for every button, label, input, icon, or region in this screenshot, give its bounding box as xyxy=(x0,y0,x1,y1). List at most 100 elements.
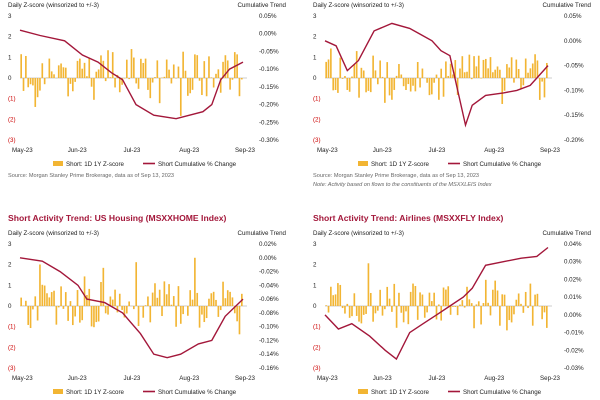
zscore-bar xyxy=(508,306,511,321)
zscore-bar xyxy=(34,296,37,306)
zscore-bar xyxy=(325,61,327,78)
left-tick-label: 2 xyxy=(313,262,317,269)
zscore-bar xyxy=(440,306,443,321)
zscore-bar xyxy=(187,78,189,96)
zscore-bar xyxy=(233,52,236,78)
chart-svg-4: 3 2 1 0 (1) (2) (3) 0.04% 0.03% 0.02% 0.01% 0.00% -0… xyxy=(313,241,584,396)
right-tick-label: -0.30% xyxy=(259,137,279,144)
legend-label: Short Cumulative % Change xyxy=(463,389,542,396)
zscore-bar xyxy=(57,306,60,308)
x-tick-label: Jul-23 xyxy=(429,147,446,154)
zscore-bar xyxy=(163,76,166,78)
zscore-bar xyxy=(482,303,485,306)
zscore-bar xyxy=(513,78,515,83)
zscore-bar xyxy=(53,290,55,306)
x-tick-label: Jul-23 xyxy=(124,375,141,382)
right-tick-label: -0.10% xyxy=(259,324,279,331)
zscore-bar xyxy=(76,290,79,306)
legend-label: Short Cumulative % Change xyxy=(158,389,237,396)
zscore-bar xyxy=(503,294,506,306)
right-tick-label: -0.02% xyxy=(564,347,584,354)
zscore-bar xyxy=(114,78,116,88)
zscore-bar xyxy=(43,285,46,306)
zscore-bar xyxy=(334,78,337,91)
zscore-bar xyxy=(353,293,356,306)
zscore-bar xyxy=(50,292,53,306)
zscore-bar xyxy=(32,306,34,310)
zscore-bar xyxy=(376,306,379,311)
chart-panel-3: Short Activity Trend: US Housing (MSXXHO… xyxy=(8,213,298,400)
zscore-bar xyxy=(456,306,459,316)
x-tick-label: Jun-23 xyxy=(68,147,87,154)
zscore-bar xyxy=(510,57,513,78)
zscore-bar xyxy=(475,66,478,78)
zscore-bar xyxy=(381,306,384,316)
cumulative-trend-line xyxy=(19,257,244,359)
zscore-bar xyxy=(107,306,109,315)
right-tick-label: -0.08% xyxy=(259,310,279,317)
zscore-bar xyxy=(142,62,145,78)
zscore-bar xyxy=(442,287,445,306)
x-tick-label: Aug-23 xyxy=(484,375,505,382)
zscore-bar xyxy=(219,306,222,311)
zscore-bar xyxy=(388,78,391,96)
left-tick-label: 2 xyxy=(313,34,317,41)
zscore-bar xyxy=(428,78,431,96)
zscore-bar xyxy=(95,306,98,323)
zscore-bar xyxy=(224,298,227,306)
zscore-bar xyxy=(496,66,499,78)
zscore-bar xyxy=(196,55,199,78)
zscore-bar xyxy=(83,62,86,78)
x-tick-label: Aug-23 xyxy=(179,375,200,382)
left-tick-label: (1) xyxy=(8,324,16,331)
zscore-bar xyxy=(541,306,543,320)
zscore-bar xyxy=(527,306,529,309)
zscore-bar xyxy=(461,300,464,306)
zscore-bar xyxy=(74,78,76,82)
zscore-bar xyxy=(154,283,156,306)
zscore-bar xyxy=(346,78,349,90)
zscore-bar xyxy=(494,69,497,78)
zscore-bar xyxy=(41,284,44,306)
zscore-bar xyxy=(93,306,95,328)
zscore-bar xyxy=(445,61,447,78)
legend-swatch-bar xyxy=(53,161,63,166)
zscore-bar xyxy=(543,78,546,98)
zscore-bar xyxy=(29,78,32,85)
left-tick-label: 1 xyxy=(8,282,12,289)
zscore-bar xyxy=(156,297,159,306)
zscore-bar xyxy=(365,306,367,314)
zscore-bar xyxy=(39,78,41,91)
zscore-bar xyxy=(71,306,74,326)
zscore-bar xyxy=(133,306,135,310)
zscore-bar xyxy=(494,280,497,306)
zscore-bar xyxy=(158,289,161,306)
left-tick-label: 2 xyxy=(8,262,12,269)
zscore-bar xyxy=(381,76,384,78)
zscore-bar xyxy=(452,306,454,307)
zscore-bar xyxy=(20,297,22,306)
zscore-bar xyxy=(184,70,187,78)
zscore-bar xyxy=(147,78,149,90)
zscore-bar xyxy=(79,306,81,323)
zscore-bar xyxy=(430,301,433,306)
right-tick-label: -0.12% xyxy=(259,337,279,344)
left-tick-label: 1 xyxy=(313,282,317,289)
zscore-bar xyxy=(489,57,492,78)
zscore-bar xyxy=(46,293,48,306)
chart-title: Short Activity Trend: US Housing (MSXXHO… xyxy=(8,213,227,223)
zscore-bar xyxy=(531,306,534,326)
x-tick-label: Aug-23 xyxy=(484,147,505,154)
zscore-bar xyxy=(470,78,473,80)
zscore-bar xyxy=(362,70,365,78)
zscore-bar xyxy=(374,70,377,78)
zscore-bar xyxy=(109,296,112,306)
legend-swatch-bar xyxy=(358,389,368,394)
zscore-bar xyxy=(198,306,201,328)
x-tick-label: Sep-23 xyxy=(235,147,256,154)
zscore-bar xyxy=(158,78,161,104)
zscore-bar xyxy=(459,68,461,78)
right-tick-label: -0.02% xyxy=(259,269,279,276)
zscore-bar xyxy=(384,306,386,310)
left-tick-label: (3) xyxy=(8,137,16,144)
